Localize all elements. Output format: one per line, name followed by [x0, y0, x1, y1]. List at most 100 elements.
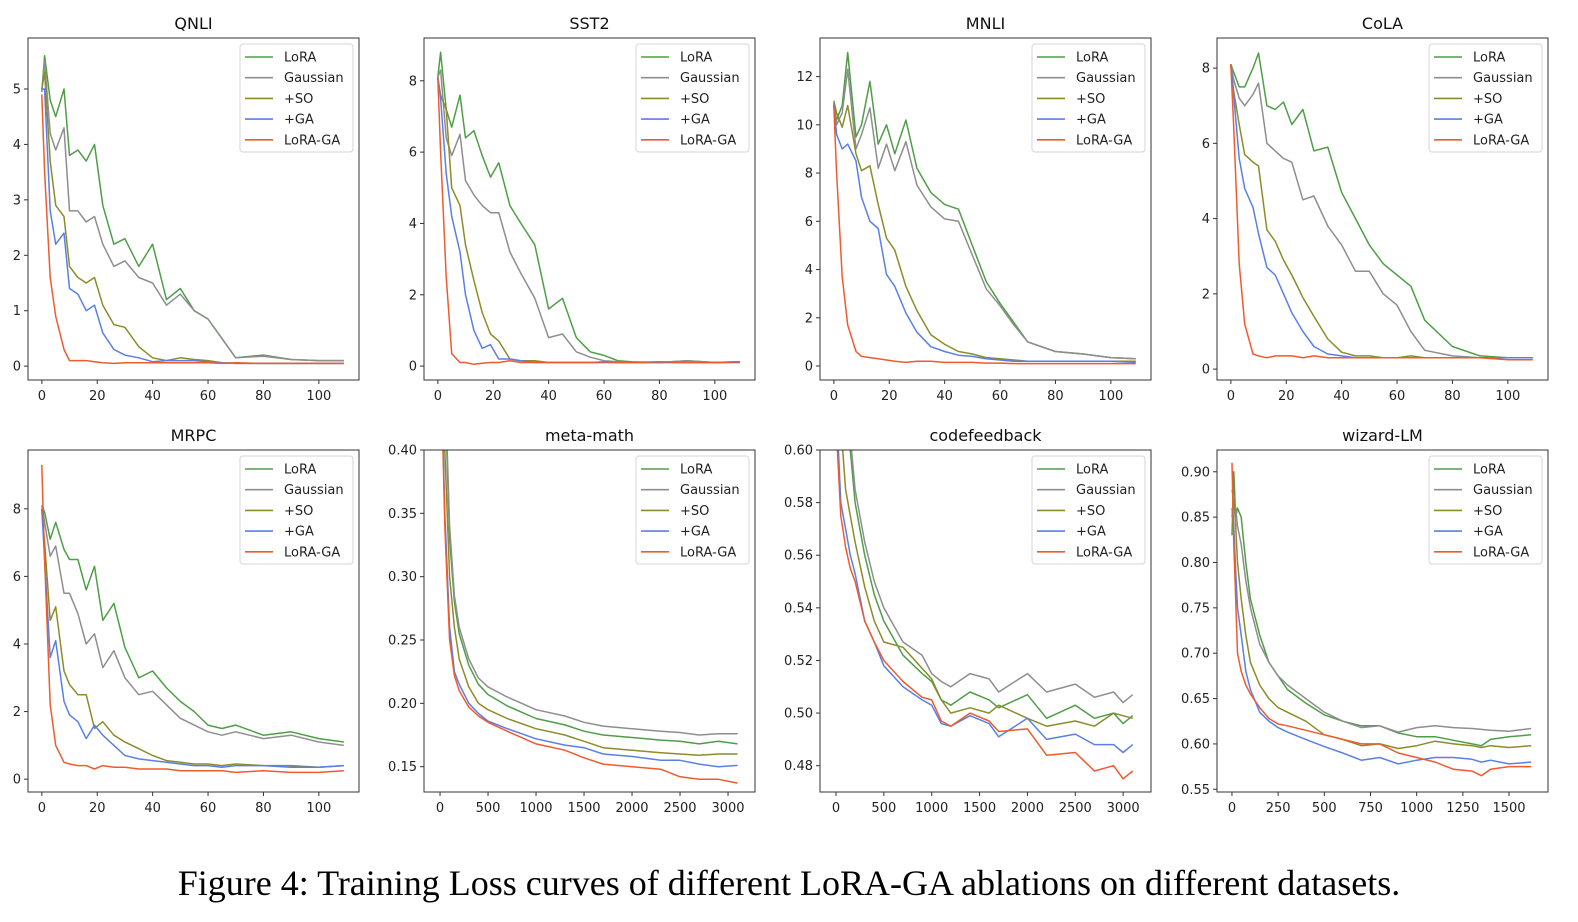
axes-frame — [1216, 37, 1549, 381]
y-tick-label: 6 — [13, 570, 21, 585]
legend-box — [635, 43, 750, 153]
legend: LoRA Gaussian +SO +GA LoRA-GA — [239, 455, 354, 565]
x-tick-label: 100 — [702, 389, 727, 404]
legend-label: +SO — [284, 504, 313, 519]
series-line-lora — [1231, 471, 1532, 747]
x-tick-label: 80 — [255, 801, 272, 816]
y-tick-label: 0.60 — [1181, 737, 1210, 752]
legend-label: +SO — [680, 504, 709, 519]
x-tick-label: 80 — [1444, 389, 1461, 404]
legend-label: Gaussian — [1076, 483, 1136, 498]
subplot-mnli: MNLI 0 20 40 60 80 100 0 2 4 6 8 10 12 LoRA Gaussian +SO… — [796, 14, 1152, 404]
y-tick-label: 0.56 — [784, 549, 813, 564]
legend-label: +GA — [284, 113, 314, 128]
series-line-ga — [1231, 508, 1532, 765]
legend-label: LoRA-GA — [284, 133, 340, 148]
series-line-gaussian — [41, 60, 344, 362]
series-line-loraga — [442, 450, 738, 784]
legend-label: LoRA — [1076, 463, 1108, 478]
y-tick-label: 0 — [1202, 363, 1210, 378]
legend-label: LoRA-GA — [1076, 545, 1132, 560]
series-line-lora — [849, 450, 1134, 725]
legend-label: +SO — [1076, 92, 1105, 107]
legend-label: LoRA — [284, 463, 316, 478]
subplot-wizard-lm: wizard-LM 0 250 500 750 1000 1250 1500 0.55 0.60 0… — [1181, 426, 1549, 816]
x-tick-label: 60 — [200, 801, 217, 816]
legend-box — [1428, 43, 1543, 153]
figure-caption: Figure 4: Training Loss curves of differ… — [177, 863, 1401, 903]
x-tick-label: 100 — [306, 389, 331, 404]
x-tick-label: 500 — [476, 801, 501, 816]
series-line-gaussian — [1230, 64, 1533, 359]
legend-label: LoRA-GA — [1076, 133, 1132, 148]
x-tick-label: 750 — [1358, 801, 1383, 816]
series-line-loraga — [836, 450, 1134, 780]
y-tick-label: 8 — [409, 74, 417, 89]
x-tick-label: 40 — [144, 389, 161, 404]
x-tick-label: 3000 — [1107, 801, 1140, 816]
series-line-so — [41, 508, 344, 769]
series-line-loraga — [437, 77, 740, 366]
y-tick-label: 4 — [1202, 212, 1210, 227]
legend-label: +SO — [1473, 92, 1502, 107]
subplot-qnli: QNLI 0 20 40 60 80 100 0 1 2 3 4 5 LoRA Gaussian +SO +GA… — [13, 14, 360, 404]
y-tick-label: 0 — [409, 360, 417, 375]
legend-box — [1428, 455, 1543, 565]
y-tick-label: 6 — [805, 215, 813, 230]
y-tick-label: 0.55 — [1181, 783, 1210, 798]
series-line-so — [444, 450, 738, 757]
y-tick-label: 2 — [13, 249, 21, 264]
x-tick-label: 2000 — [615, 801, 648, 816]
series-line-so — [841, 450, 1133, 727]
y-tick-label: 12 — [796, 70, 813, 85]
series-line-ga — [41, 508, 344, 769]
x-tick-label: 2500 — [663, 801, 696, 816]
x-tick-label: 0 — [38, 801, 46, 816]
legend-box — [635, 455, 750, 565]
series-line-gaussian — [850, 450, 1134, 704]
legend-label: +SO — [1076, 504, 1105, 519]
x-tick-label: 0 — [832, 801, 840, 816]
axes-frame — [27, 449, 360, 793]
legend-label: LoRA — [1473, 51, 1505, 66]
x-tick-label: 80 — [1047, 389, 1064, 404]
axes-frame — [819, 37, 1152, 381]
y-tick-label: 0.35 — [388, 507, 417, 522]
legend-box — [239, 455, 354, 565]
x-tick-label: 500 — [1312, 801, 1337, 816]
x-tick-label: 3000 — [711, 801, 744, 816]
series-line-loraga — [1231, 462, 1532, 777]
y-tick-label: 0.60 — [784, 444, 813, 459]
x-tick-label: 0 — [1228, 801, 1236, 816]
legend-label: +GA — [1076, 113, 1106, 128]
legend-label: Gaussian — [1473, 71, 1533, 86]
y-tick-label: 2 — [13, 705, 21, 720]
y-tick-label: 2 — [805, 311, 813, 326]
legend: LoRA Gaussian +SO +GA LoRA-GA — [635, 43, 750, 153]
legend-label: Gaussian — [284, 483, 344, 498]
x-tick-label: 80 — [255, 389, 272, 404]
series-line-gaussian — [833, 68, 1136, 360]
legend-label: +GA — [1473, 525, 1503, 540]
x-tick-label: 20 — [485, 389, 502, 404]
y-tick-label: 0.50 — [784, 707, 813, 722]
x-tick-label: 1000 — [1400, 801, 1433, 816]
series-line-gaussian — [41, 505, 344, 747]
y-tick-label: 4 — [805, 263, 813, 278]
legend-label: LoRA — [680, 463, 712, 478]
subplot-title: MRPC — [171, 426, 217, 445]
x-tick-label: 2000 — [1011, 801, 1044, 816]
x-tick-label: 0 — [434, 389, 442, 404]
x-tick-label: 40 — [936, 389, 953, 404]
y-tick-label: 1 — [13, 304, 21, 319]
x-tick-label: 1500 — [567, 801, 600, 816]
legend-label: LoRA — [1076, 51, 1108, 66]
legend-label: +SO — [680, 92, 709, 107]
y-tick-label: 0 — [805, 360, 813, 375]
y-tick-label: 0.40 — [388, 444, 417, 459]
subplot-meta-math: meta-math 0 500 1000 1500 2000 2500 3000 0.15 0.2… — [388, 426, 756, 816]
axes-frame — [423, 37, 756, 381]
